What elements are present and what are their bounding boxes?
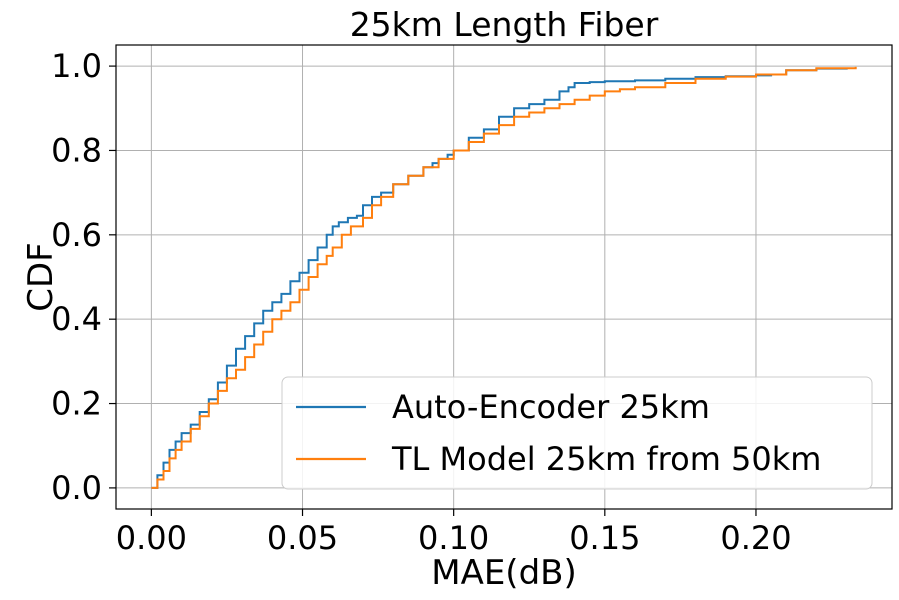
legend-label-2: TL Model 25km from 50km xyxy=(391,440,821,478)
x-tick-label: 0.15 xyxy=(569,519,640,557)
x-tick-label: 0.05 xyxy=(267,519,338,557)
legend-label-1: Auto-Encoder 25km xyxy=(392,388,710,426)
x-axis-label: MAE(dB) xyxy=(431,553,577,593)
axis-ticks: 0.00 0.05 0.10 0.15 0.20 0.0 0.2 0.4 0.6 0.8 1.0 xyxy=(51,47,791,557)
legend: Auto-Encoder 25km TL Model 25km from 50km xyxy=(281,376,873,490)
series-line-2 xyxy=(151,66,857,489)
legend-box xyxy=(281,376,873,490)
y-tick-label: 0.8 xyxy=(51,131,102,169)
y-axis-label: CDF xyxy=(21,242,61,311)
y-tick-label: 0.0 xyxy=(51,469,102,507)
x-tick-label: 0.00 xyxy=(116,519,187,557)
y-tick-label: 0.6 xyxy=(51,216,102,254)
x-tick-label: 0.10 xyxy=(418,519,489,557)
y-tick-label: 0.4 xyxy=(51,300,102,338)
y-tick-label: 1.0 xyxy=(51,47,102,85)
chart-title: 25km Length Fiber xyxy=(350,5,659,44)
series-lines xyxy=(151,66,857,489)
y-tick-label: 0.2 xyxy=(51,385,102,423)
x-tick-label: 0.20 xyxy=(720,519,791,557)
plot-area-frame xyxy=(115,44,893,510)
